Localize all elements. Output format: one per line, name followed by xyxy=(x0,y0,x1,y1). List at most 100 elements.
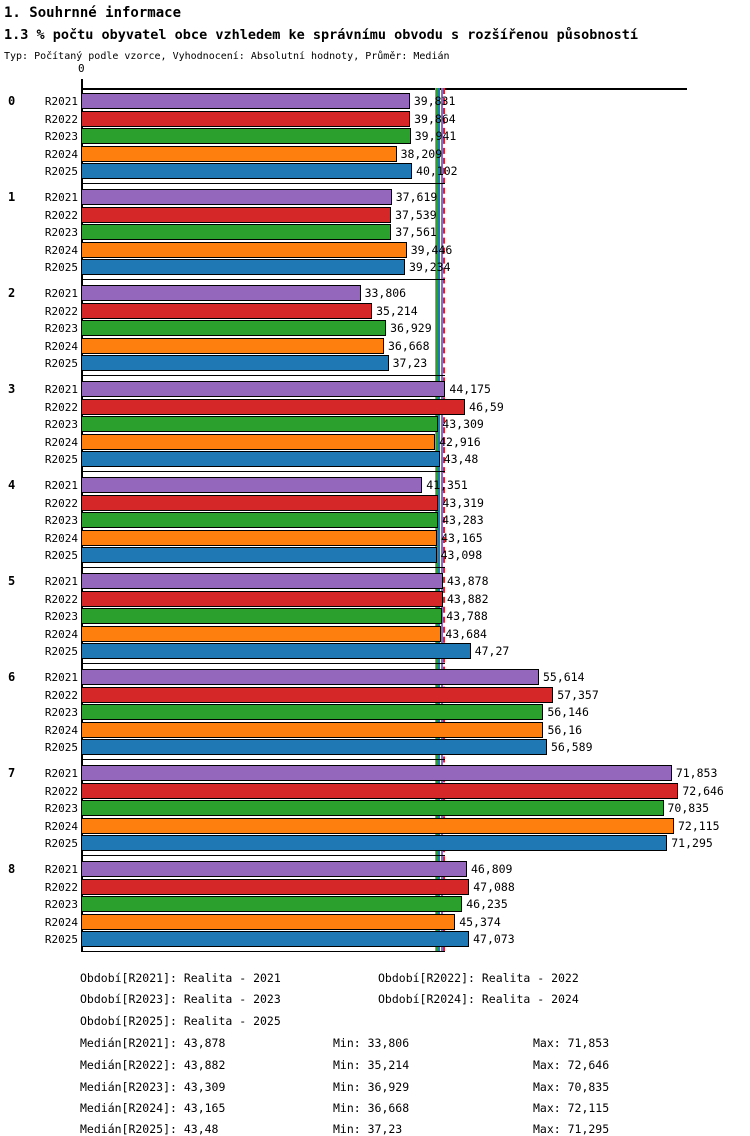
bar-value-1-r2025: 39,234 xyxy=(408,260,451,274)
bar-value-8-r2023: 46,235 xyxy=(466,897,508,911)
series-label-r2025: R2025 xyxy=(44,165,78,178)
series-label-r2021: R2021 xyxy=(44,767,78,780)
bar-3-r2021 xyxy=(81,381,446,397)
bar-8-r2022 xyxy=(81,878,470,895)
median-line-r2022 xyxy=(442,88,445,952)
bar-value-6-r2022: 57,357 xyxy=(557,687,599,702)
bar-value-8-r2021: 46,809 xyxy=(470,862,513,876)
bar-value-2-r2021: 33,806 xyxy=(364,286,407,300)
series-label-r2025: R2025 xyxy=(44,357,78,370)
bar-value-2-r2025: 37,23 xyxy=(392,356,428,370)
series-label-r2022: R2022 xyxy=(44,592,78,606)
series-label-r2022: R2022 xyxy=(44,208,78,222)
group-separator-3 xyxy=(81,471,445,472)
series-label-r2024: R2024 xyxy=(44,147,78,161)
series-label-r2023: R2023 xyxy=(44,418,78,431)
bar-6-r2023 xyxy=(81,704,544,720)
bar-value-8-r2025: 47,073 xyxy=(473,932,515,946)
bar-value-5-r2021: 43,878 xyxy=(446,574,489,588)
stat-median-r2022: Medián[R2022]: 43,882 xyxy=(80,1058,226,1072)
bar-value-8-r2022: 47,088 xyxy=(473,879,515,894)
bar-4-r2021 xyxy=(81,477,423,493)
bar-0-r2024 xyxy=(81,145,397,162)
bar-7-r2023 xyxy=(81,800,664,816)
series-label-r2024: R2024 xyxy=(44,435,78,449)
axis-zero-tick xyxy=(81,79,83,88)
bar-value-7-r2022: 72,646 xyxy=(682,783,724,798)
series-label-r2024: R2024 xyxy=(44,243,78,257)
bar-value-3-r2022: 46,59 xyxy=(469,399,504,414)
bar-5-r2024 xyxy=(81,625,442,642)
series-label-r2025: R2025 xyxy=(44,933,78,946)
series-label-r2023: R2023 xyxy=(44,226,78,239)
bar-8-r2023 xyxy=(81,896,463,912)
series-label-r2021: R2021 xyxy=(44,863,78,876)
bar-value-6-r2021: 55,614 xyxy=(542,670,585,684)
series-label-r2022: R2022 xyxy=(44,304,78,318)
bar-4-r2023 xyxy=(81,512,439,528)
stat-min-r2022: Min: 35,214 xyxy=(333,1058,410,1072)
bar-2-r2024 xyxy=(81,337,384,354)
stat-median-r2023: Medián[R2023]: 43,309 xyxy=(80,1080,226,1094)
bar-value-0-r2025: 40,102 xyxy=(416,164,458,178)
bar-5-r2022 xyxy=(81,590,443,607)
bar-6-r2022 xyxy=(81,686,554,703)
bar-value-0-r2023: 39,941 xyxy=(414,129,457,143)
series-label-r2024: R2024 xyxy=(44,339,78,353)
series-label-r2023: R2023 xyxy=(44,802,78,815)
bar-value-1-r2024: 39,446 xyxy=(410,242,453,257)
bar-value-4-r2023: 43,283 xyxy=(442,513,484,527)
bar-1-r2023 xyxy=(81,224,392,240)
bar-3-r2024 xyxy=(81,433,436,450)
bar-value-4-r2022: 43,319 xyxy=(442,495,484,510)
bar-value-1-r2021: 37,619 xyxy=(395,190,438,204)
chart-title: 1.3 % počtu obyvatel obce vzhledem ke sp… xyxy=(4,27,638,43)
bar-value-4-r2024: 43,165 xyxy=(441,530,483,545)
stat-max-r2024: Max: 72,115 xyxy=(533,1101,610,1115)
bar-4-r2025 xyxy=(81,547,437,563)
bar-value-5-r2022: 43,882 xyxy=(446,591,489,606)
group-separator-7 xyxy=(81,855,445,856)
bar-value-6-r2025: 56,589 xyxy=(550,740,593,754)
bar-1-r2024 xyxy=(81,241,407,258)
stat-max-r2025: Max: 71,295 xyxy=(533,1122,610,1136)
bar-value-5-r2025: 47,27 xyxy=(474,644,510,658)
bar-value-1-r2022: 37,539 xyxy=(395,207,437,222)
bar-5-r2025 xyxy=(81,643,471,659)
series-label-r2021: R2021 xyxy=(44,383,78,396)
series-label-r2022: R2022 xyxy=(44,400,78,414)
stat-median-r2021: Medián[R2021]: 43,878 xyxy=(80,1036,226,1050)
bar-value-1-r2023: 37,561 xyxy=(395,225,437,239)
series-label-r2022: R2022 xyxy=(44,112,78,126)
group-label-8: 8 xyxy=(8,862,16,876)
bar-7-r2022 xyxy=(81,782,679,799)
bar-6-r2021 xyxy=(81,669,539,685)
bar-2-r2025 xyxy=(81,355,389,371)
bar-value-7-r2025: 71,295 xyxy=(671,836,713,850)
bar-5-r2021 xyxy=(81,573,443,589)
bar-4-r2022 xyxy=(81,494,439,511)
group-separator-6 xyxy=(81,759,445,760)
bar-value-2-r2023: 36,929 xyxy=(390,321,432,335)
stat-min-r2025: Min: 37,23 xyxy=(333,1122,403,1136)
series-label-r2021: R2021 xyxy=(44,95,78,108)
series-label-r2021: R2021 xyxy=(44,287,78,300)
legend-item-r2023: Období[R2023]: Realita - 2023 xyxy=(80,992,281,1006)
bar-value-0-r2022: 39,864 xyxy=(414,111,456,126)
series-label-r2025: R2025 xyxy=(44,741,78,754)
group-label-7: 7 xyxy=(8,766,16,780)
bar-value-7-r2023: 70,835 xyxy=(667,801,710,815)
bar-0-r2025 xyxy=(81,163,413,179)
series-label-r2022: R2022 xyxy=(44,880,78,894)
series-label-r2023: R2023 xyxy=(44,514,78,527)
axis-top-line xyxy=(81,88,687,90)
legend-item-r2025: Období[R2025]: Realita - 2025 xyxy=(80,1014,281,1028)
group-label-2: 2 xyxy=(8,286,16,300)
series-label-r2025: R2025 xyxy=(44,261,78,274)
bar-3-r2025 xyxy=(81,451,440,467)
stat-median-r2024: Medián[R2024]: 43,165 xyxy=(80,1101,226,1115)
series-label-r2024: R2024 xyxy=(44,915,78,929)
legend-item-r2022: Období[R2022]: Realita - 2022 xyxy=(378,971,579,985)
series-label-r2025: R2025 xyxy=(44,453,78,466)
bar-7-r2025 xyxy=(81,835,668,851)
